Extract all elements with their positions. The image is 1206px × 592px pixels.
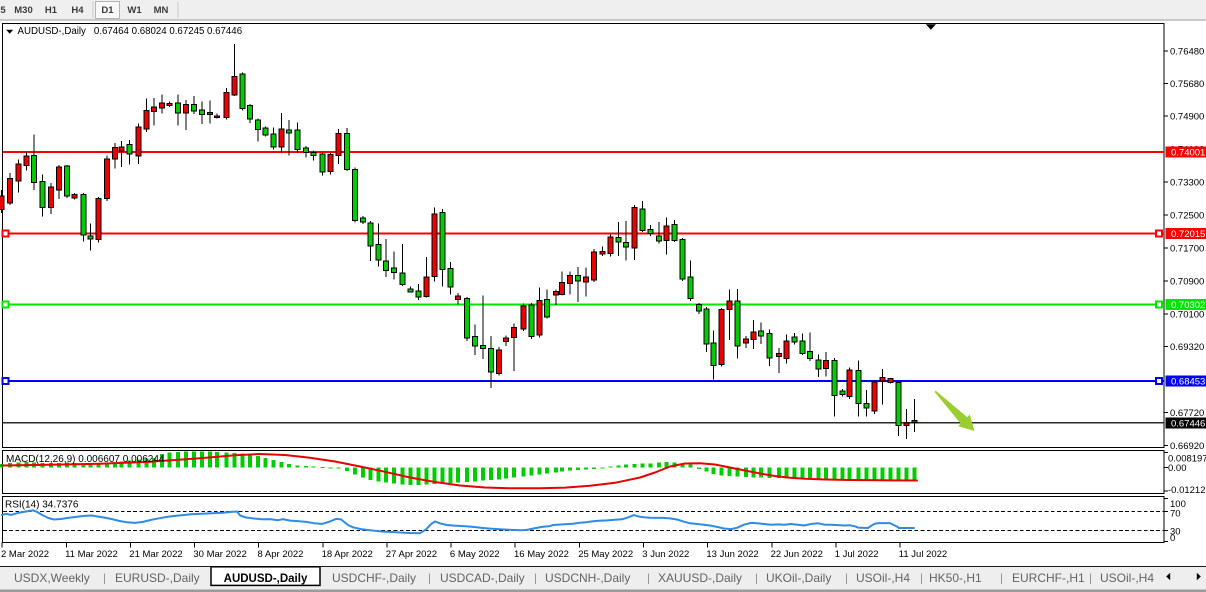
svg-text:11 Mar 2022: 11 Mar 2022 (65, 549, 118, 560)
svg-text:|: | (1000, 573, 1003, 585)
svg-text:22 Jun 2022: 22 Jun 2022 (771, 549, 823, 560)
svg-text:H1: H1 (45, 5, 58, 16)
svg-text:MN: MN (154, 5, 169, 16)
svg-text:EURUSD-,Daily: EURUSD-,Daily (115, 571, 200, 585)
svg-text:0.69320: 0.69320 (1170, 342, 1204, 353)
svg-text:0.72500: 0.72500 (1170, 211, 1204, 222)
svg-text:0.66920: 0.66920 (1170, 441, 1204, 452)
svg-text:0.00: 0.00 (1168, 463, 1187, 474)
svg-text:3 Jun 2022: 3 Jun 2022 (642, 549, 689, 560)
svg-text:16 May 2022: 16 May 2022 (514, 549, 569, 560)
svg-text:21 Mar 2022: 21 Mar 2022 (129, 549, 182, 560)
svg-text:USDCAD-,Daily: USDCAD-,Daily (440, 571, 525, 585)
svg-text:0.67720: 0.67720 (1170, 408, 1204, 419)
svg-text:70: 70 (1170, 509, 1181, 520)
svg-text:|: | (103, 573, 106, 585)
svg-text:11 Jul 2022: 11 Jul 2022 (899, 549, 947, 560)
svg-text:0.73300: 0.73300 (1170, 178, 1204, 189)
svg-text:0.67446: 0.67446 (1171, 419, 1205, 430)
svg-text:100: 100 (1170, 499, 1186, 510)
svg-text:D1: D1 (101, 5, 114, 16)
svg-text:RSI(14) 34.7376: RSI(14) 34.7376 (5, 500, 79, 511)
svg-text:|: | (845, 573, 848, 585)
svg-text:27 Apr 2022: 27 Apr 2022 (386, 549, 437, 560)
svg-text:|: | (534, 573, 537, 585)
svg-text:0.70100: 0.70100 (1170, 310, 1204, 321)
svg-text:0.75680: 0.75680 (1170, 79, 1204, 90)
svg-text:|: | (647, 573, 650, 585)
svg-text:USOil-,H4: USOil-,H4 (1100, 571, 1154, 585)
svg-text:30 Mar 2022: 30 Mar 2022 (193, 549, 246, 560)
svg-text:1 Jul 2022: 1 Jul 2022 (835, 549, 879, 560)
svg-text:H4: H4 (71, 5, 84, 16)
svg-text:M30: M30 (14, 5, 32, 16)
svg-text:2 Mar 2022: 2 Mar 2022 (1, 549, 49, 560)
svg-text:0.74900: 0.74900 (1170, 112, 1204, 123)
svg-text:USDCNH-,Daily: USDCNH-,Daily (545, 571, 630, 585)
svg-text:|: | (755, 573, 758, 585)
svg-text:0.72015: 0.72015 (1171, 229, 1205, 240)
svg-text:0.70900: 0.70900 (1170, 277, 1204, 288)
svg-text:8 Apr 2022: 8 Apr 2022 (258, 549, 304, 560)
svg-text:30: 30 (1170, 527, 1181, 538)
svg-text:USDX,Weekly: USDX,Weekly (14, 571, 90, 585)
svg-text:0.70302: 0.70302 (1171, 300, 1205, 311)
svg-text:USOil-,H4: USOil-,H4 (856, 571, 910, 585)
svg-text:6 May 2022: 6 May 2022 (450, 549, 500, 560)
svg-text:EURCHF-,H1: EURCHF-,H1 (1012, 571, 1085, 585)
svg-text:0.74001: 0.74001 (1171, 148, 1205, 159)
svg-text:0.76480: 0.76480 (1170, 47, 1204, 58)
svg-text:18 Apr 2022: 18 Apr 2022 (322, 549, 373, 560)
svg-text:AUDUSD-,Daily: AUDUSD-,Daily (224, 573, 308, 585)
svg-text:HK50-,H1: HK50-,H1 (929, 571, 982, 585)
svg-text:AUDUSD-,Daily 0.67464 0.6802: AUDUSD-,Daily 0.67464 0.68024 0.67245 0.… (18, 26, 243, 37)
svg-text:0: 0 (1170, 533, 1175, 544)
svg-text:|: | (1089, 573, 1092, 585)
svg-text:XAUUSD-,Daily: XAUUSD-,Daily (658, 571, 742, 585)
svg-text:0.71700: 0.71700 (1170, 244, 1204, 255)
svg-text:|: | (920, 573, 923, 585)
svg-text:0.68453: 0.68453 (1171, 377, 1205, 388)
svg-text:MACD(12,26,9) 0.006607 0.00624: MACD(12,26,9) 0.006607 0.006244 (6, 454, 165, 465)
svg-text:0.008197: 0.008197 (1168, 454, 1206, 465)
svg-text:13 Jun 2022: 13 Jun 2022 (706, 549, 758, 560)
svg-text:25 May 2022: 25 May 2022 (578, 549, 633, 560)
svg-text:UKOil-,Daily: UKOil-,Daily (766, 571, 831, 585)
svg-text:5: 5 (0, 5, 6, 16)
svg-text:USDCHF-,Daily: USDCHF-,Daily (332, 571, 416, 585)
svg-text:|: | (428, 573, 431, 585)
svg-text:W1: W1 (127, 5, 142, 16)
